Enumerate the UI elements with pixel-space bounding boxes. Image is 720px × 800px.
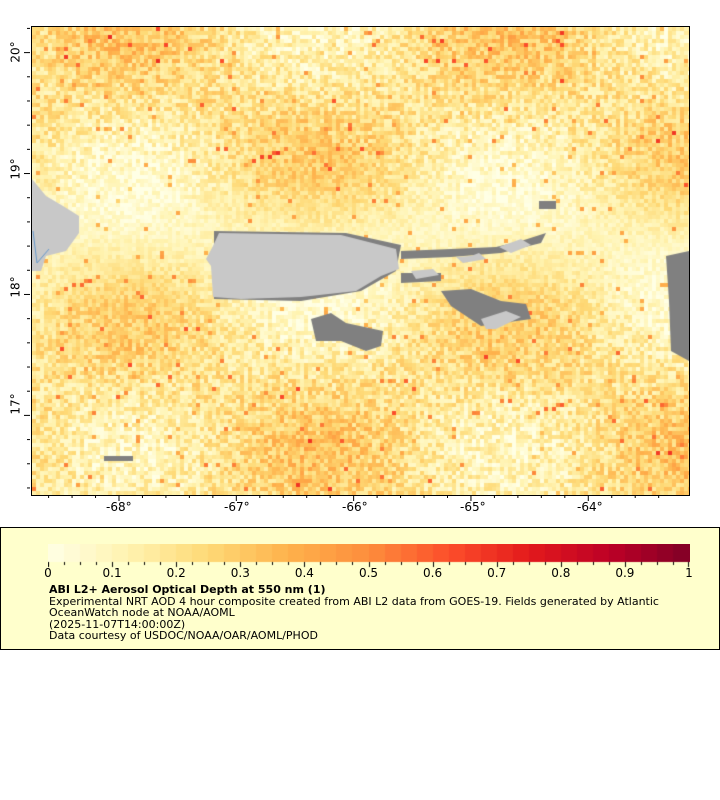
colorbar-tick-label: 0.5 xyxy=(358,566,379,580)
legend-title: ABI L2+ Aerosol Optical Depth at 550 nm … xyxy=(49,583,326,596)
legend-text: ABI L2+ Aerosol Optical Depth at 550 nm … xyxy=(49,584,709,642)
colorbar-tick-label: 0 xyxy=(44,566,52,580)
colorbar-tick-label: 0.4 xyxy=(294,566,314,580)
lon-tick-label: -66° xyxy=(342,500,368,514)
legend-panel: 0 0.1 0.2 0.3 0.4 0.5 0.6 0.7 0.8 0.9 1 ABI L2+ Ae… xyxy=(0,527,720,650)
legend-description: Experimental NRT AOD 4 hour composite cr… xyxy=(49,594,659,619)
colorbar xyxy=(48,544,690,568)
lon-tick-label: -68° xyxy=(106,500,132,514)
legend-time: (2025-11-07T14:00:00Z) xyxy=(49,617,186,631)
colorbar-tick-label: 0.6 xyxy=(423,566,443,580)
axis-ticks xyxy=(24,27,660,501)
colorbar-tick-label: 0.3 xyxy=(230,566,250,580)
legend-credit: Data courtesy of USDOC/NOAA/OAR/AOML/PHO… xyxy=(49,629,318,642)
colorbar-tick-label: 0.7 xyxy=(487,566,507,580)
colorbar-tick-label: 0.2 xyxy=(166,566,186,580)
colorbar-tick-label: 1 xyxy=(685,566,693,580)
colorbar-tick-label: 0.9 xyxy=(615,566,635,580)
aod-map xyxy=(31,26,690,496)
lon-tick-label: -67° xyxy=(224,500,250,514)
colorbar-tick-label: 0.8 xyxy=(551,566,571,580)
lon-tick-label: -65° xyxy=(460,500,486,514)
colorbar-tick-label: 0.1 xyxy=(102,566,122,580)
aod-raster xyxy=(32,27,689,495)
lon-tick-label: -64° xyxy=(577,500,603,514)
